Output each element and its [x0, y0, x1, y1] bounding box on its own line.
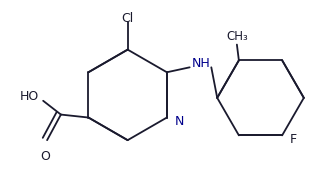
Text: F: F	[290, 133, 297, 146]
Text: HO: HO	[20, 90, 39, 103]
Text: CH₃: CH₃	[226, 30, 248, 43]
Text: Cl: Cl	[122, 12, 134, 25]
Text: O: O	[40, 150, 50, 163]
Text: NH: NH	[192, 57, 211, 70]
Text: N: N	[175, 115, 184, 128]
